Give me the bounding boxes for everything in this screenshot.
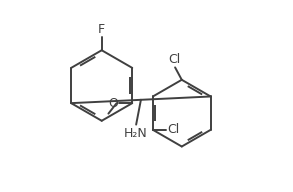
Text: Cl: Cl (167, 123, 179, 136)
Text: Cl: Cl (168, 53, 180, 66)
Text: O: O (108, 97, 118, 110)
Text: H₂N: H₂N (123, 127, 147, 141)
Text: F: F (98, 23, 105, 36)
